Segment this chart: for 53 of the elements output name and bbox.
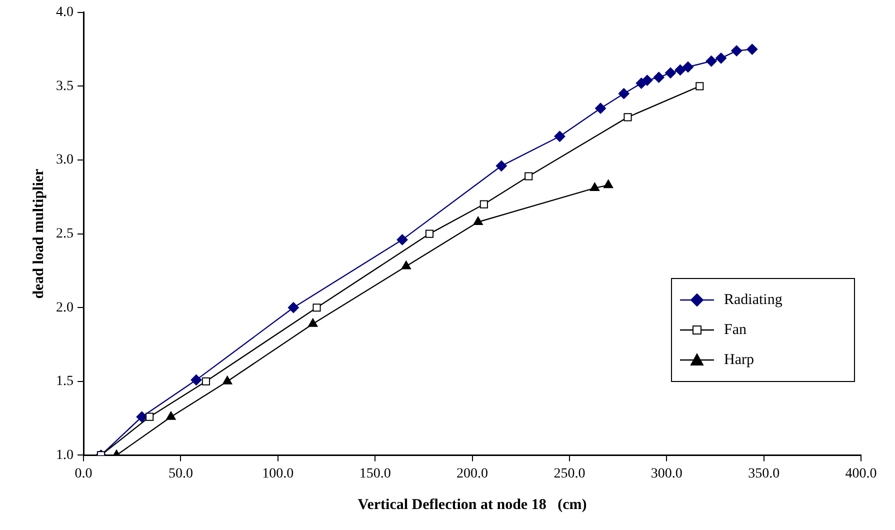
- y-tick-label: 2.0: [56, 300, 74, 316]
- point: [716, 52, 727, 64]
- point: [674, 64, 686, 76]
- point: [603, 180, 614, 188]
- x-tick-label: 0.0: [74, 466, 92, 482]
- x-tick-label: 100.0: [262, 466, 294, 482]
- legend-label: Harp: [724, 352, 754, 369]
- x-tick-label: 200.0: [456, 466, 488, 482]
- point: [595, 102, 606, 114]
- point: [396, 234, 408, 246]
- point: [146, 412, 154, 421]
- x-tick-label: 350.0: [748, 466, 780, 482]
- point: [202, 377, 210, 386]
- point: [642, 74, 653, 86]
- y-tick-label: 4.0: [56, 5, 74, 20]
- legend-label: Radiating: [724, 292, 782, 309]
- point: [706, 56, 717, 67]
- point: [665, 67, 676, 78]
- point: [136, 411, 148, 422]
- y-axis-title: dead load multiplier: [30, 168, 47, 299]
- point: [480, 200, 488, 208]
- point: [312, 304, 321, 312]
- point: [190, 374, 202, 386]
- point: [653, 72, 664, 83]
- point: [624, 113, 632, 122]
- y-tick-label: 3.5: [56, 78, 74, 94]
- point: [288, 302, 299, 314]
- x-tick-label: 50.0: [168, 466, 193, 482]
- x-tick-label: 250.0: [554, 466, 586, 482]
- x-tick-label: 300.0: [650, 466, 682, 482]
- point: [166, 411, 176, 420]
- point: [222, 376, 232, 384]
- point: [731, 45, 742, 56]
- y-tick-label: 2.5: [56, 226, 74, 242]
- y-tick-label: 1.0: [56, 448, 74, 463]
- legend-label: Fan: [724, 322, 746, 339]
- point: [496, 160, 507, 172]
- point: [524, 172, 533, 180]
- point: [554, 130, 566, 142]
- point: [308, 318, 318, 327]
- point: [401, 260, 411, 270]
- point: [682, 62, 694, 73]
- point: [618, 88, 630, 100]
- point: [425, 230, 434, 238]
- point: [473, 216, 483, 225]
- x-tick-label: 150.0: [359, 466, 391, 482]
- x-axis-title: Vertical Deflection at node 18 (cm): [358, 496, 587, 513]
- point: [696, 82, 704, 90]
- y-tick-label: 1.5: [56, 374, 74, 390]
- point: [746, 44, 758, 55]
- x-tick-label: 400.0: [845, 466, 877, 482]
- point: [590, 182, 600, 192]
- y-tick-label: 3.0: [56, 152, 74, 168]
